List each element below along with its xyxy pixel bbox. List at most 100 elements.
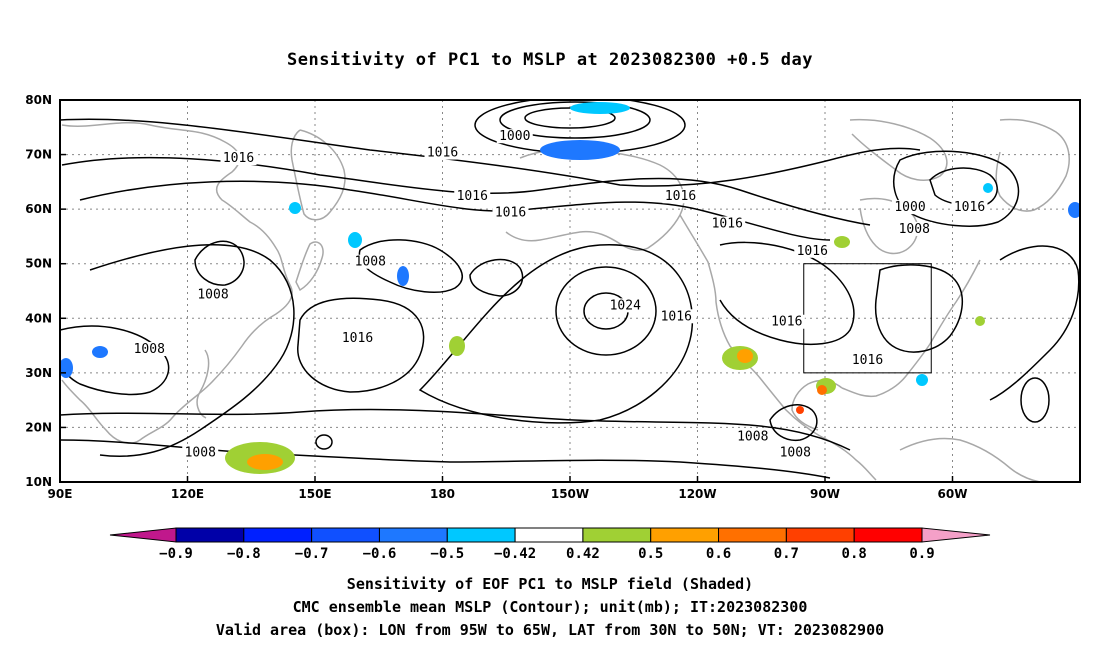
contour-1016-north	[60, 118, 921, 187]
contour-label-bg	[734, 429, 771, 444]
graticule	[60, 100, 1080, 482]
contour-label-bg	[195, 287, 231, 302]
contour-label: 1016	[427, 146, 458, 161]
lon-tick-label: 150E	[298, 487, 331, 501]
lon-tick-label: 150W	[551, 487, 589, 501]
contour-label-bg	[768, 314, 805, 329]
colorbar-segment	[311, 527, 380, 543]
colorbar-label: 0.5	[638, 546, 663, 562]
contour-label-bg	[339, 331, 376, 346]
colorbar-segment	[378, 527, 448, 543]
contour-1008-tropics	[60, 439, 831, 479]
coast-north-america-east	[841, 259, 981, 398]
coast-kamchatka	[290, 129, 346, 221]
neg-blob-china	[92, 346, 108, 358]
coast-arctic-islands	[849, 118, 948, 182]
longitude-tick-labels: 90E 120E 150E 180 150W 120W 90W 60W	[48, 487, 968, 501]
contour-label-bg	[709, 216, 746, 231]
colorbar-over-triangle	[921, 527, 991, 543]
contour-low-1008-kamchatka	[358, 239, 463, 293]
coast-japan	[295, 241, 324, 292]
lon-tick-label: 120E	[171, 487, 204, 501]
neg-blob-arctic-2	[570, 102, 630, 114]
contour-label: 1008	[197, 287, 228, 302]
contour-label: 1008	[185, 446, 216, 461]
contour-label-bg	[658, 309, 695, 324]
colorbar-label: −0.8	[227, 546, 261, 562]
pos-blob-mx	[796, 406, 804, 414]
coast-asia-east	[61, 122, 293, 444]
contour-atlantic-high	[1020, 377, 1050, 423]
colorbar-segment	[582, 527, 652, 543]
sensitivity-shading	[60, 102, 1080, 474]
lat-tick-label: 50N	[25, 257, 52, 271]
neg-blob-hudson	[983, 183, 993, 193]
neg-blob-atlantic	[916, 374, 928, 386]
colorbar-segment	[446, 527, 516, 543]
contour-1012-asia	[89, 243, 295, 458]
contour-label: 1016	[797, 244, 828, 259]
neg-blob-kamchatka	[397, 266, 409, 286]
contour-label-bg	[777, 445, 814, 460]
lat-tick-label: 40N	[25, 311, 52, 325]
contour-label-bg	[220, 151, 257, 166]
contour-high-1020	[555, 266, 657, 356]
contour-label: 1016	[665, 189, 696, 204]
colorbar-segment	[785, 527, 855, 543]
contour-label-bg	[492, 205, 529, 220]
contour-label-bg	[352, 254, 389, 269]
contour-1016-box	[874, 264, 963, 353]
pos-blob-wpac-or	[247, 454, 283, 470]
contour-label: 1008	[134, 342, 165, 357]
lon-tick-label: 90W	[810, 487, 840, 501]
neg-blob-1	[348, 232, 362, 248]
pos-blob-canada	[834, 236, 850, 248]
neg-blob-greenland	[1068, 202, 1080, 218]
colorbar-label: −0.6	[363, 546, 397, 562]
contour-1012-atlantic	[989, 245, 1080, 401]
contour-label: 1024	[610, 298, 641, 313]
contour-small-low	[315, 434, 333, 450]
contour-1012-band	[61, 156, 871, 226]
coast-alaska	[505, 147, 685, 251]
colorbar-label: −0.9	[159, 546, 193, 562]
lon-tick-label: 90E	[48, 487, 73, 501]
colorbar-label: −0.42	[494, 546, 536, 562]
caption-shaded: Sensitivity of EOF PC1 to MSLP field (Sh…	[346, 575, 754, 593]
lat-tick-label: 10N	[25, 475, 52, 489]
colorbar-label: −0.7	[295, 546, 329, 562]
pos-blob-baja-or	[737, 349, 753, 363]
latitude-tick-labels: 80N 70N 60N 50N 40N 30N 20N 10N	[25, 93, 52, 489]
contour-label: 1016	[954, 200, 985, 215]
pos-blob-gulf-or	[817, 385, 827, 395]
contour-label-bg	[849, 352, 886, 367]
contour-label-bg	[662, 189, 699, 204]
contour-low-1000	[499, 101, 651, 139]
lat-tick-label: 30N	[25, 366, 52, 380]
colorbar-segment	[175, 527, 245, 543]
contour-label: 1016	[771, 315, 802, 330]
coast-greenland	[995, 118, 1070, 212]
pos-blob-pac	[449, 336, 465, 356]
colorbar-segment	[514, 527, 584, 543]
contour-low-1008-gulf	[469, 258, 524, 297]
lat-tick-label: 20N	[25, 420, 52, 434]
contour-label: 1016	[852, 353, 883, 368]
lon-tick-label: 180	[430, 487, 455, 501]
contour-label: 1008	[737, 429, 768, 444]
colorbar	[109, 527, 991, 543]
lat-tick-label: 70N	[25, 148, 52, 162]
contour-label-bg	[951, 200, 988, 215]
contour-1016-pacific	[297, 297, 425, 393]
contour-label: 1016	[457, 189, 488, 204]
lon-tick-label: 120W	[678, 487, 716, 501]
lon-tick-label: 60W	[938, 487, 968, 501]
contour-low-1008-china	[60, 325, 170, 396]
lat-tick-label: 60N	[25, 202, 52, 216]
colorbar-labels: −0.9 −0.8 −0.7 −0.6 −0.5 −0.42 0.42 0.5 0.6 0.7 0.…	[159, 546, 935, 562]
contour-label: 1016	[661, 309, 692, 324]
contour-label: 1008	[899, 222, 930, 237]
neg-blob-arctic	[540, 140, 620, 160]
contour-label-bg	[131, 342, 168, 357]
